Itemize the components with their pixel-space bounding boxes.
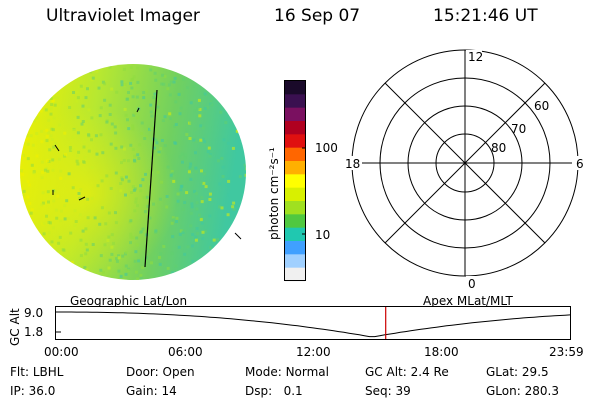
mlat-label-60: 60 [534,99,549,113]
colorbar-segment [285,107,305,122]
param-glat: GLat: 29.5 [486,365,549,379]
colorbar-segment [285,201,305,215]
colorbar-segment [285,121,305,135]
orbit-y-tick-bottom: 1.8 [24,325,44,339]
orbit-left-title: Geographic Lat/Lon [70,294,188,308]
colorbar-segment [285,187,305,202]
param-seq: Seq: 39 [365,384,411,398]
polar-axis-diag2 [384,82,546,244]
colorbar-unit-label: photon cm⁻²s⁻¹ [267,147,281,240]
orbit-x-tick-2: 12:00 [296,345,331,359]
param-filter: Flt: LBHL [10,365,64,379]
colorbar-segment [285,254,305,269]
uv-earth-image [20,64,246,280]
orbit-y-axis-label: GC Alt [8,308,22,346]
colorbar-segment [285,81,305,95]
colorbar-segment [285,241,305,255]
colorbar-segment [285,147,305,162]
param-mode: Mode: Normal [245,365,329,379]
colorbar-segment [285,227,305,242]
param-dsp: Dsp: 0.1 [245,384,303,398]
orbit-x-tick-4: 23:59 [549,345,584,359]
terminator-line [144,89,158,268]
param-glon: GLon: 280.3 [486,384,559,398]
orbit-x-tick-1: 06:00 [168,345,203,359]
orbit-x-tick-0: 00:00 [44,345,79,359]
colorbar-tick-10: 10 [315,228,331,242]
param-ip: IP: 36.0 [10,384,56,398]
param-gc-alt: GC Alt: 2.4 Re [365,365,449,379]
orbit-right-title: Apex MLat/MLT [423,294,513,308]
colorbar-segment [285,267,305,282]
color-bar [284,80,306,282]
colorbar-segment [285,161,305,175]
orbit-altitude-curve [56,311,571,338]
param-door: Door: Open [126,365,195,379]
mlat-label-70: 70 [511,122,526,136]
orbit-x-tick-3: 18:00 [424,345,459,359]
colorbar-segment [285,214,305,229]
mlt-label-12: 12 [468,50,483,64]
mlat-label-80: 80 [491,141,506,155]
mlt-label-0: 0 [468,277,476,291]
colorbar-segment [285,174,305,189]
colorbar-tick-100: 100 [315,141,338,155]
colorbar-segment [285,94,305,109]
polar-grid: 12 18 6 0 60 70 80 [340,49,586,291]
mlt-label-6: 6 [576,157,584,171]
colorbar-segment [285,134,305,149]
orbit-y-tick-top: 9.0 [24,306,44,320]
date-label: 16 Sep 07 [274,6,361,26]
instrument-title: Ultraviolet Imager [46,6,200,26]
param-gain: Gain: 14 [126,384,177,398]
time-label: 15:21:46 UT [433,6,538,26]
orbit-plot [55,306,571,340]
mlt-label-18: 18 [345,157,360,171]
coastline-artifact [52,107,242,240]
